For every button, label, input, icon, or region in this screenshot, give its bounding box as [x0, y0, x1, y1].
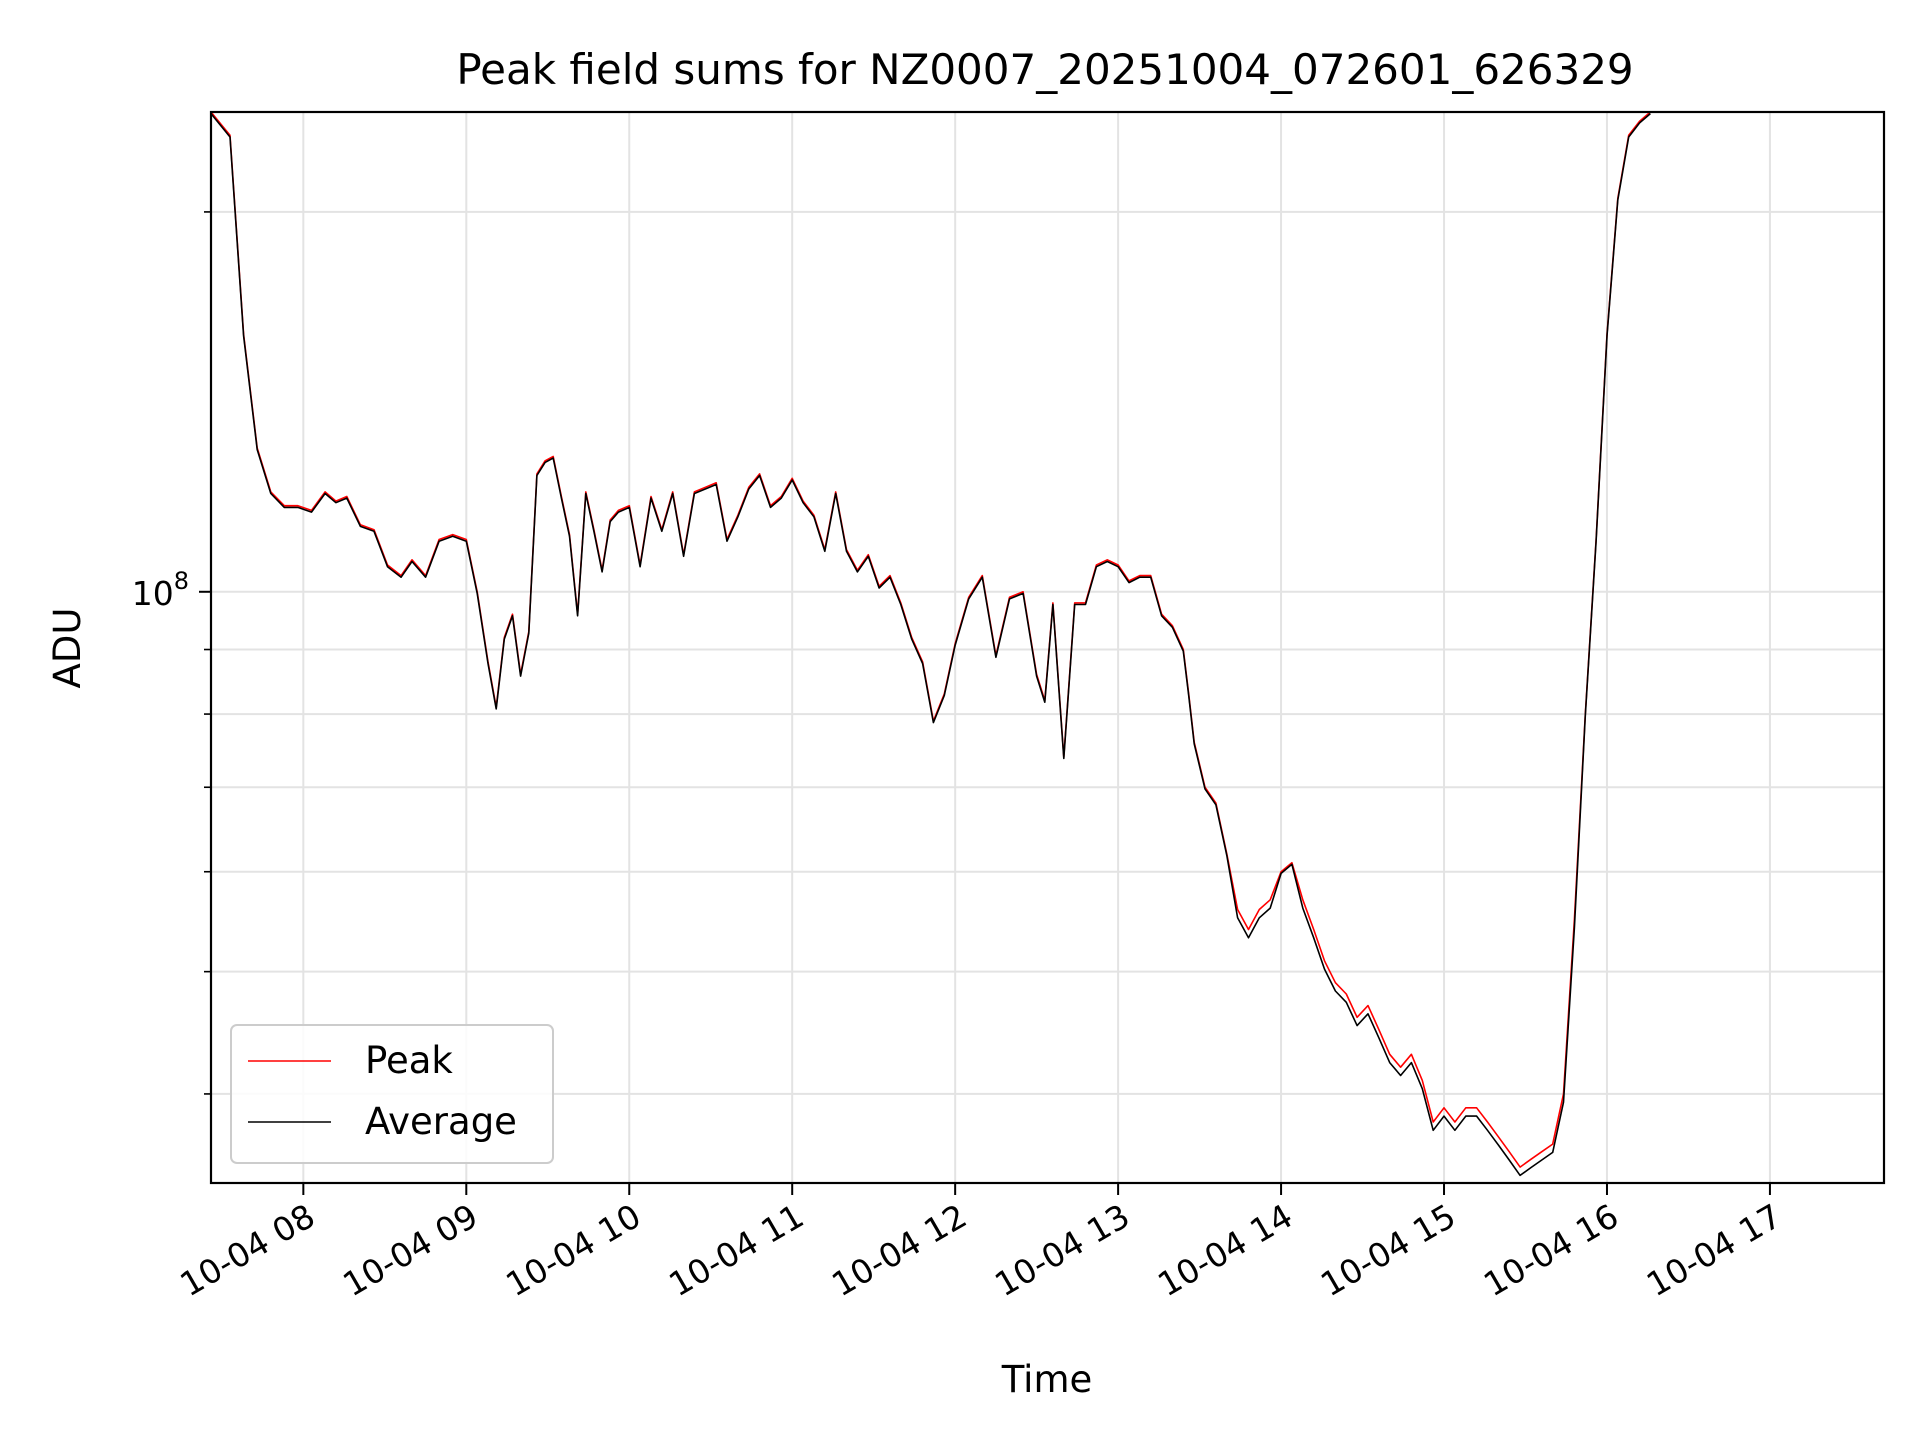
y-axis-label: ADU	[46, 608, 89, 689]
legend-label-average: Average	[365, 1100, 517, 1143]
y-tick-label: 108	[132, 567, 189, 613]
legend-box	[230, 1024, 554, 1164]
chart-title: Peak field sums for NZ0007_20251004_0726…	[456, 45, 1633, 94]
y-axis: 108	[132, 211, 211, 1095]
average-series-line	[210, 112, 1651, 1177]
grid	[211, 112, 1884, 1183]
series-layer	[210, 111, 1651, 1177]
plot-frame	[209, 110, 1886, 1185]
legend: Peak Average	[230, 1024, 554, 1164]
x-axis-label: Time	[1001, 1358, 1093, 1401]
legend-label-peak: Peak	[365, 1039, 453, 1082]
